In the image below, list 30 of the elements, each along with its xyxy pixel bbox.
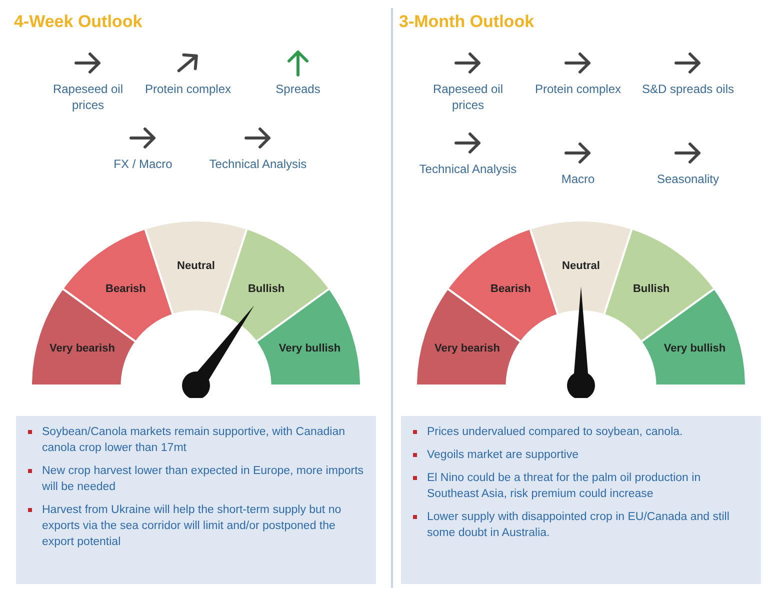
text: Seasonality (656, 171, 720, 187)
text: Harvest from Ukraine will help the short-term supply but no exports via the sea corridor will limit and/or postponed the export potential (42, 503, 342, 550)
text: Technical Analysis (208, 156, 308, 172)
chart-title: 3-Month Outlook (399, 12, 534, 32)
text: Technical Analysis (418, 161, 518, 177)
text: Vegoils market are supportive (427, 448, 578, 463)
text: Protein complex (534, 81, 622, 97)
slice-label: Neutral (177, 260, 215, 272)
text: Prices undervalued compared to soybean, canola. (427, 425, 683, 440)
slice-label: Very bullish (278, 342, 341, 355)
text: Spreads (274, 81, 322, 97)
text: New crop harvest lower than expected in Europe, more imports will be needed (42, 464, 365, 495)
text: Lower supply with disappointed crop in EU/Canada and still some doubt in Australia. (427, 510, 730, 541)
slice-label: Bearish (490, 282, 532, 295)
text: Rapeseed oil prices (52, 81, 124, 113)
text: Soybean/Canola markets remain supportive, with Canadian canola crop lower than 17mt (42, 425, 346, 456)
text: El Nino could be a threat for the palm oil production in Southeast Asia, risk premium could increase (427, 471, 702, 502)
slice-label: Very bullish (664, 342, 726, 355)
text: Rapeseed oil prices (432, 81, 504, 113)
text: Macro (560, 171, 596, 187)
slice-label: Neutral (562, 260, 600, 272)
slice-label: Bearish (106, 282, 146, 295)
slice-label: Very bearish (50, 342, 116, 355)
slice-label: Bullish (632, 282, 670, 295)
slice-label: Bullish (248, 282, 285, 295)
text: S&D spreads oils (640, 81, 736, 97)
text: FX / Macro (112, 156, 174, 172)
slice-label: Very bearish (434, 342, 500, 355)
chart-title: 4-Week Outlook (14, 12, 142, 32)
text: Protein complex (144, 81, 232, 97)
